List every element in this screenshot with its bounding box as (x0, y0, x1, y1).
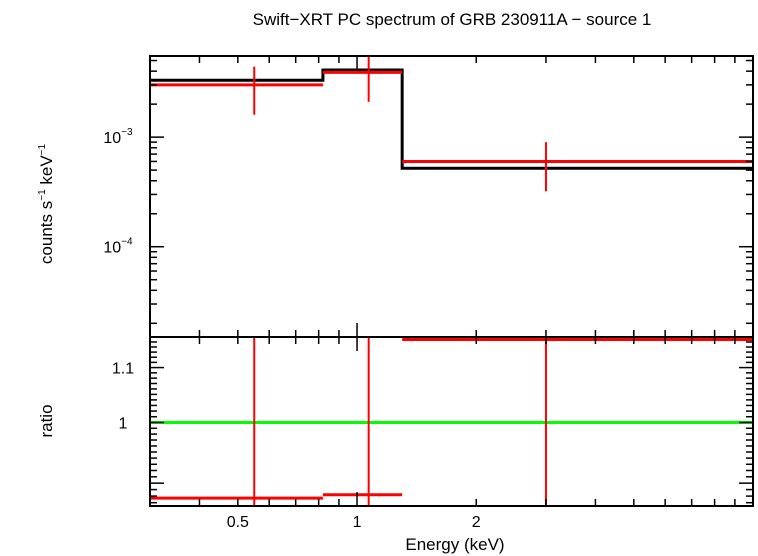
spectrum-y-tick-label: 10−4 (103, 237, 133, 257)
tick-label-exponent: −4 (121, 237, 133, 248)
spectrum-panel: 10−310−4 (103, 55, 754, 338)
tick-label-base: 10 (103, 130, 121, 147)
y-axis-label-mid: keV (37, 155, 56, 190)
y-axis-label-sup1: −1 (37, 189, 48, 201)
x-axis-label: Energy (keV) (405, 535, 504, 554)
x-tick-label: 1 (353, 514, 362, 531)
spectrum-y-tick-label: 10−3 (103, 127, 133, 147)
y-axis-label-sup2: −1 (37, 143, 48, 155)
x-tick-label: 2 (472, 514, 481, 531)
ratio-panel: 1 1.1 0.5 1 2 (112, 336, 754, 531)
y-axis-label-base: counts s (37, 201, 56, 264)
spectrum-frame (149, 55, 754, 338)
y-axis-label-ratio: ratio (37, 404, 56, 437)
y-axis-label-top: counts s−1 keV−1 (37, 143, 56, 264)
x-tick-label: 0.5 (227, 514, 249, 531)
chart-title: Swift−XRT PC spectrum of GRB 230911A − s… (253, 10, 652, 29)
model-step-line (150, 68, 753, 170)
ratio-frame (149, 336, 754, 507)
tick-label-exponent: −3 (121, 127, 133, 138)
ratio-y-tick-label: 1.1 (112, 361, 134, 378)
tick-label-base: 10 (103, 240, 121, 257)
ratio-y-tick-label: 1 (119, 415, 128, 432)
